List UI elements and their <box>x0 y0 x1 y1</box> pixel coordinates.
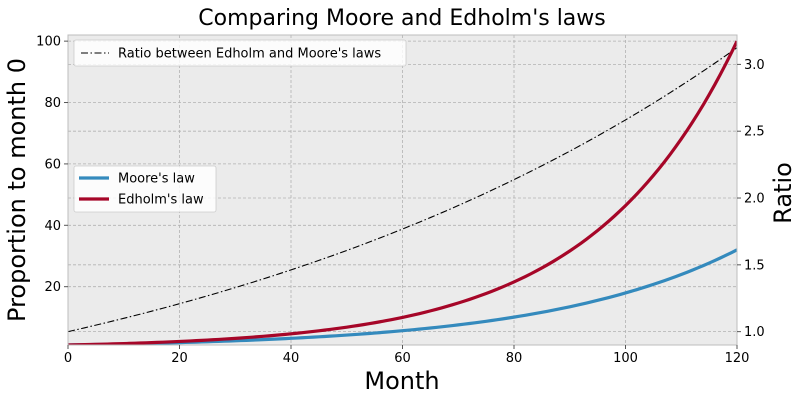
legend-label-moore: Moore's law <box>118 172 195 187</box>
legend-label-edholm: Edholm's law <box>118 193 204 208</box>
y-left-tick-label: 20 <box>44 280 61 295</box>
axes: 0 20 40 60 80 100 120 20 40 60 80 100 1.0 1.5 2.0 2.5 3.… <box>36 35 765 366</box>
legend-left-axis <box>73 165 217 213</box>
y-axis-right-title: Ratio <box>769 162 797 224</box>
y-right-tick-label: 1.5 <box>744 258 765 273</box>
y-left-tick-label: 100 <box>36 35 61 50</box>
legends: Ratio between Edholm and Moore's laws Moo… <box>73 39 407 213</box>
y-right-tick-label: 3.0 <box>744 58 765 73</box>
x-tick-label: 40 <box>283 351 300 366</box>
x-tick-label: 20 <box>171 351 188 366</box>
y-left-tick-label: 60 <box>44 157 61 172</box>
legend-label-ratio: Ratio between Edholm and Moore's laws <box>118 47 381 62</box>
y-axis-left-title: Proportion to month 0 <box>3 58 31 322</box>
x-tick-label: 120 <box>725 351 750 366</box>
y-right-tick-label: 2.0 <box>744 192 765 207</box>
x-axis-title: Month <box>364 367 439 395</box>
chart-title: Comparing Moore and Edholm's laws <box>198 6 606 31</box>
y-left-tick-label: 40 <box>44 219 61 234</box>
y-right-tick-label: 2.5 <box>744 125 765 140</box>
x-tick-label: 80 <box>506 351 523 366</box>
y-left-tick-label: 80 <box>44 96 61 111</box>
series-line-edholm <box>68 40 737 345</box>
x-tick-label: 60 <box>394 351 411 366</box>
y-right-tick-label: 1.0 <box>744 325 765 340</box>
legend-right-axis <box>73 39 407 67</box>
x-tick-label: 100 <box>613 351 638 366</box>
series-line-ratio <box>68 47 737 333</box>
series-layer <box>68 40 737 345</box>
x-tick-label: 0 <box>64 351 72 366</box>
